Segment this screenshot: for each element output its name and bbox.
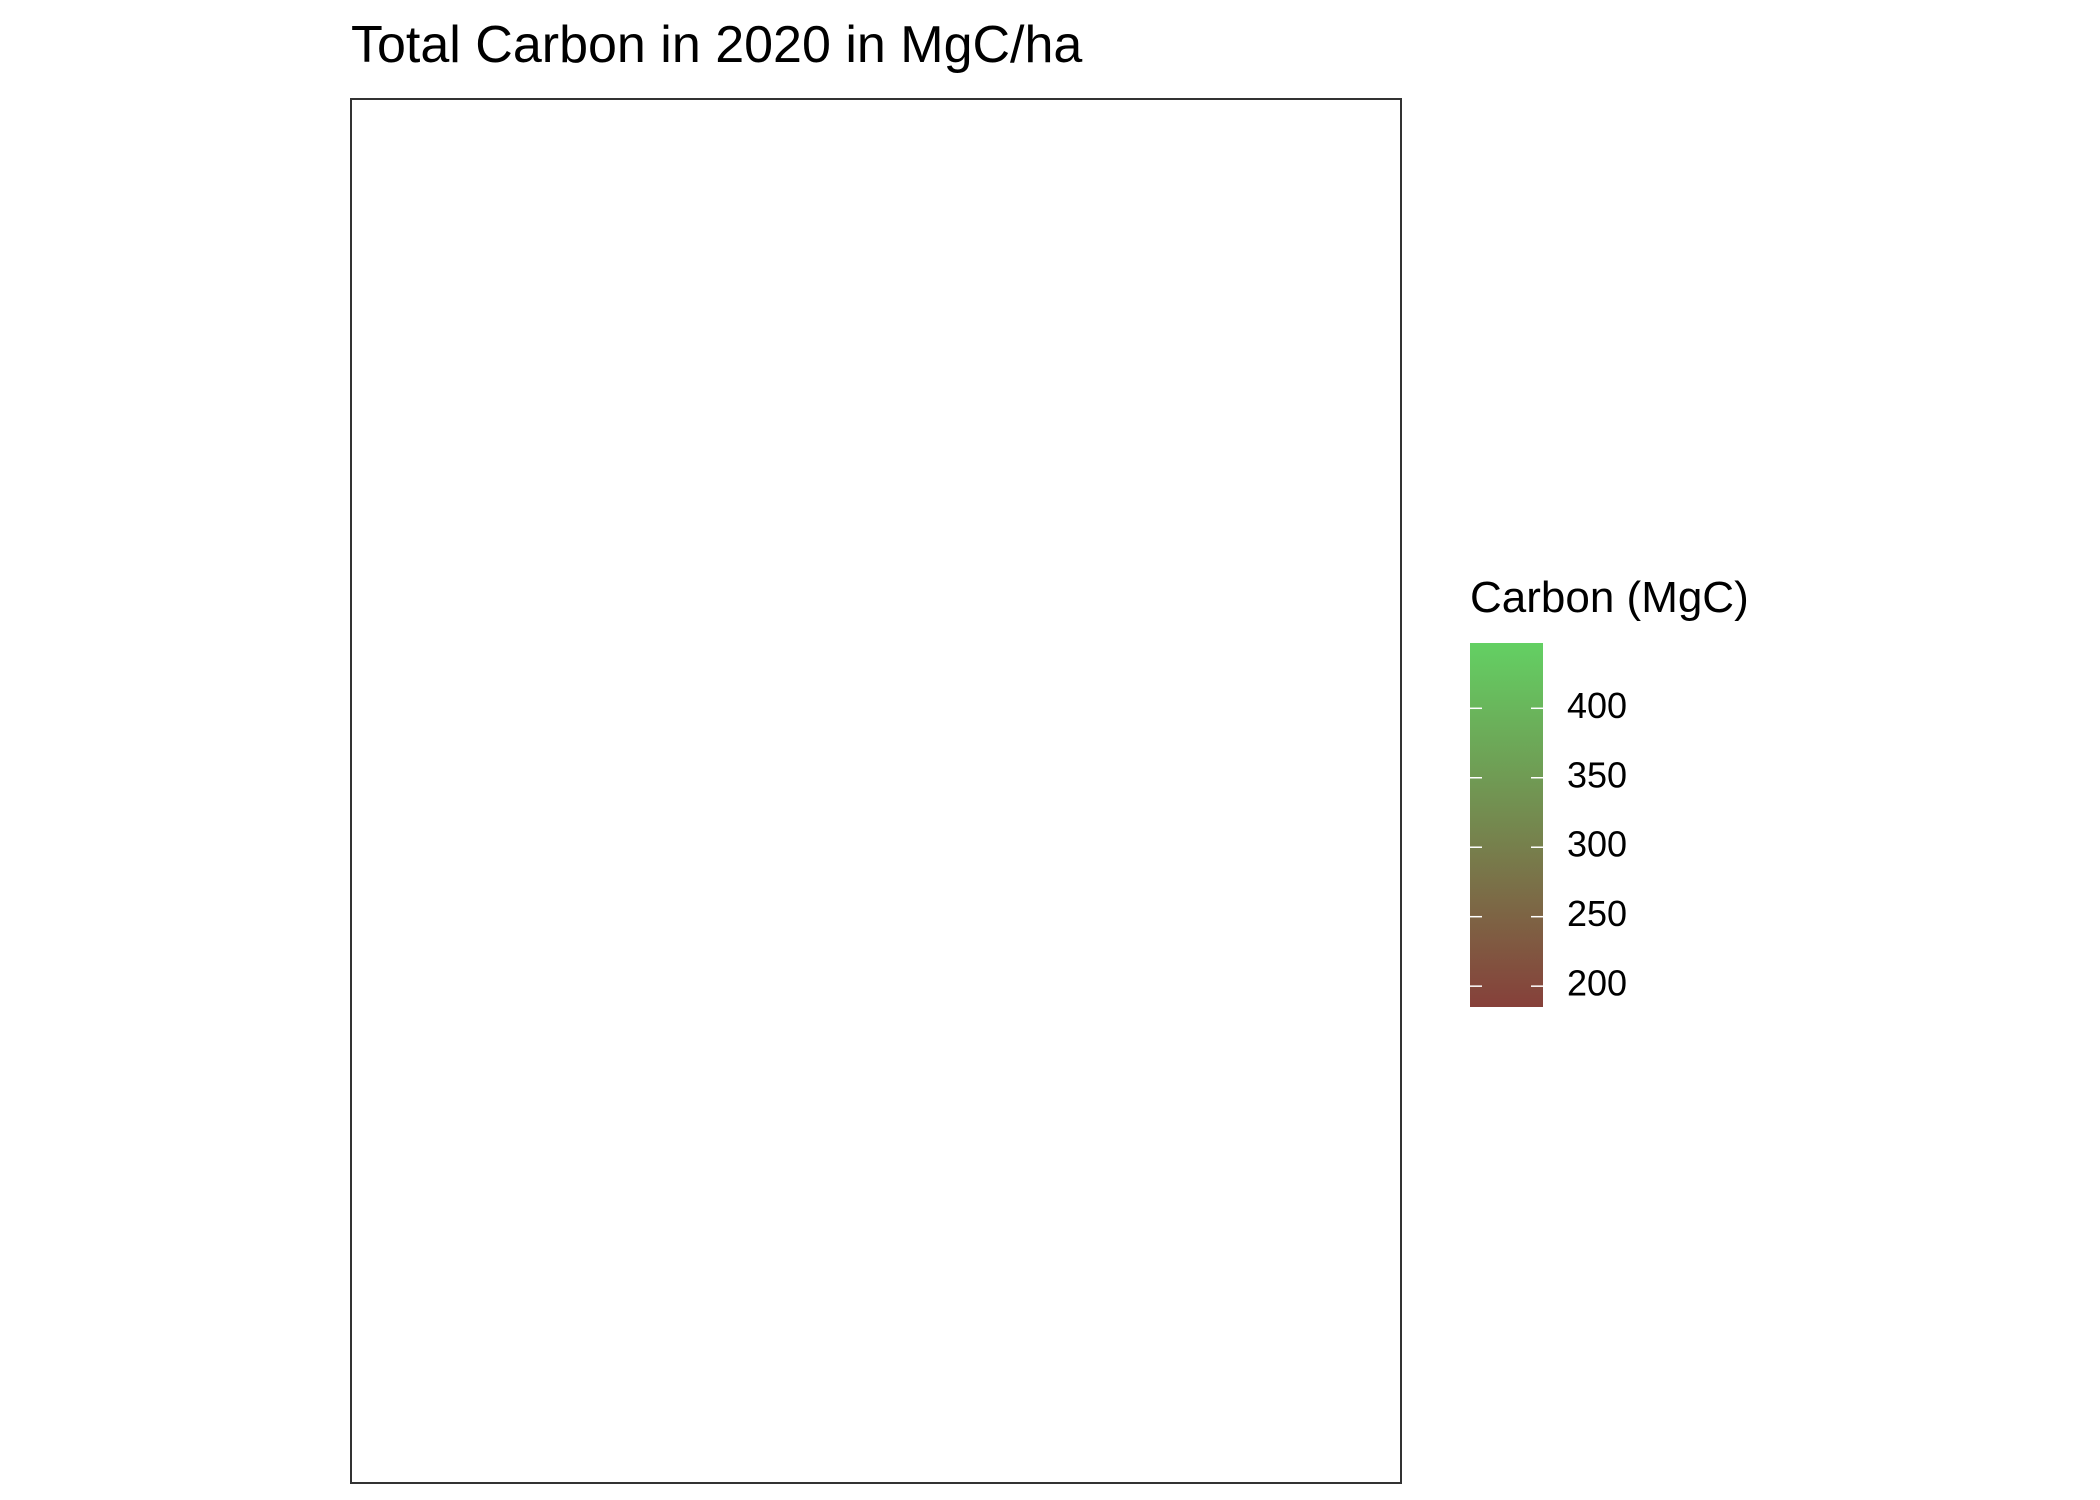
map-panel (351, 99, 1401, 1483)
legend-tick-label: 350 (1567, 754, 1627, 795)
legend-tick-label: 300 (1567, 824, 1627, 865)
legend-tick-label: 400 (1567, 685, 1627, 726)
map-frame (350, 98, 1402, 1484)
legend-title: Carbon (MgC) (1470, 573, 1749, 622)
legend-tick-label: 250 (1567, 893, 1627, 934)
colorbar (1470, 643, 1543, 1007)
legend-tick-label: 200 (1567, 963, 1627, 1004)
map-title: Total Carbon in 2020 in MgC/ha (351, 16, 1082, 74)
